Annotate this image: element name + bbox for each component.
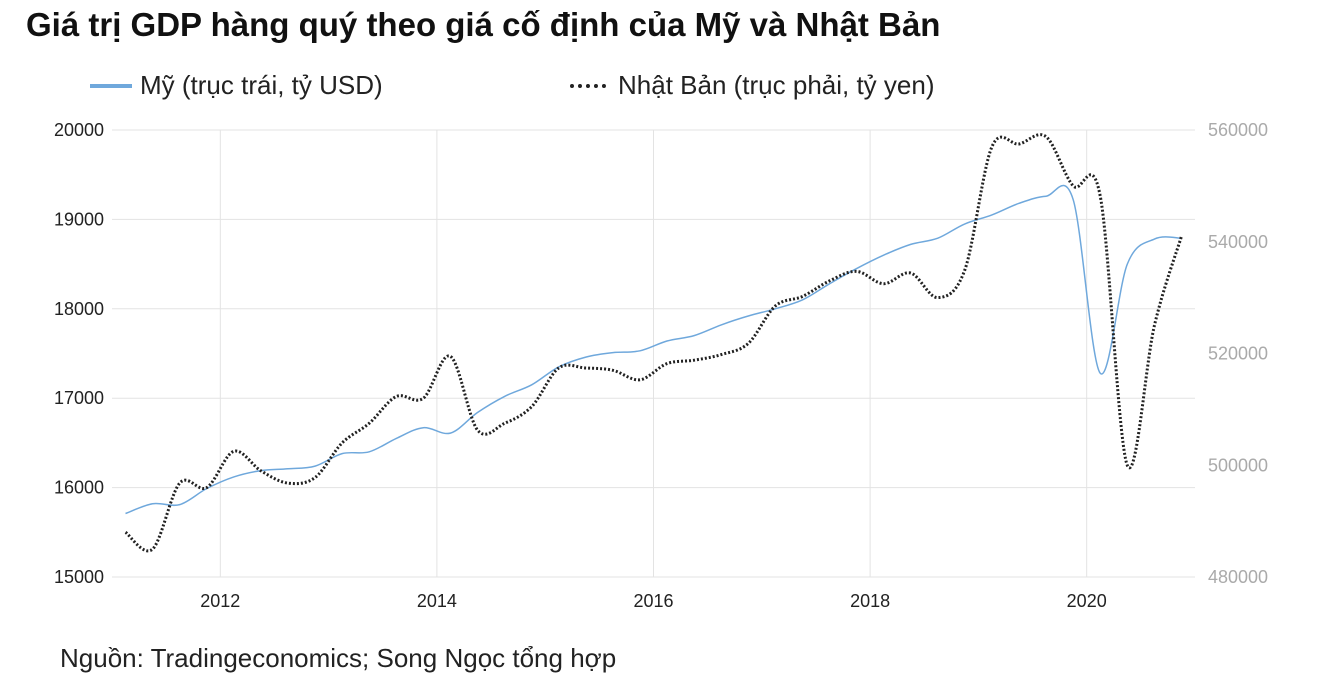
- line-chart: 15000 16000 17000 18000 19000 20000 480000 5000…: [54, 120, 1268, 611]
- x-tick-label: 2012: [200, 591, 240, 611]
- legend-label-us: Mỹ (trục trái, tỷ USD): [140, 70, 383, 100]
- series-line-us: [125, 184, 1182, 515]
- x-tick-label: 2016: [633, 591, 673, 611]
- x-tick-label: 2018: [850, 591, 890, 611]
- y-left-tick-label: 20000: [54, 120, 104, 140]
- legend-item-us: Mỹ (trục trái, tỷ USD): [90, 70, 383, 101]
- y-right-tick-label: 500000: [1208, 455, 1268, 475]
- y-left-tick-label: 17000: [54, 388, 104, 408]
- chart-title: Giá trị GDP hàng quý theo giá cố định củ…: [26, 6, 941, 43]
- y-left-tick-label: 19000: [54, 209, 104, 229]
- y-right-tick-label: 480000: [1208, 567, 1268, 587]
- y-right-tick-label: 540000: [1208, 232, 1268, 252]
- legend-swatch-us: [90, 83, 132, 88]
- legend-swatch-jp: [570, 83, 606, 88]
- legend: Mỹ (trục trái, tỷ USD) Nhật Bản (trục ph…: [0, 70, 1317, 106]
- axes: 15000 16000 17000 18000 19000 20000 480000 5000…: [54, 120, 1268, 611]
- series-lines: [124, 133, 1183, 553]
- source-note: Nguồn: Tradingeconomics; Song Ngọc tổng …: [60, 643, 617, 673]
- y-left-tick-label: 16000: [54, 478, 104, 498]
- y-left-tick-label: 18000: [54, 299, 104, 319]
- x-tick-label: 2020: [1067, 591, 1107, 611]
- y-right-tick-label: 520000: [1208, 344, 1268, 364]
- legend-item-jp: Nhật Bản (trục phải, tỷ yen): [570, 70, 934, 101]
- y-right-tick-label: 560000: [1208, 120, 1268, 140]
- y-left-tick-label: 15000: [54, 567, 104, 587]
- legend-label-jp: Nhật Bản (trục phải, tỷ yen): [618, 70, 935, 100]
- x-tick-label: 2014: [417, 591, 457, 611]
- series-line-jp: [124, 133, 1183, 553]
- gridlines: [112, 129, 1195, 578]
